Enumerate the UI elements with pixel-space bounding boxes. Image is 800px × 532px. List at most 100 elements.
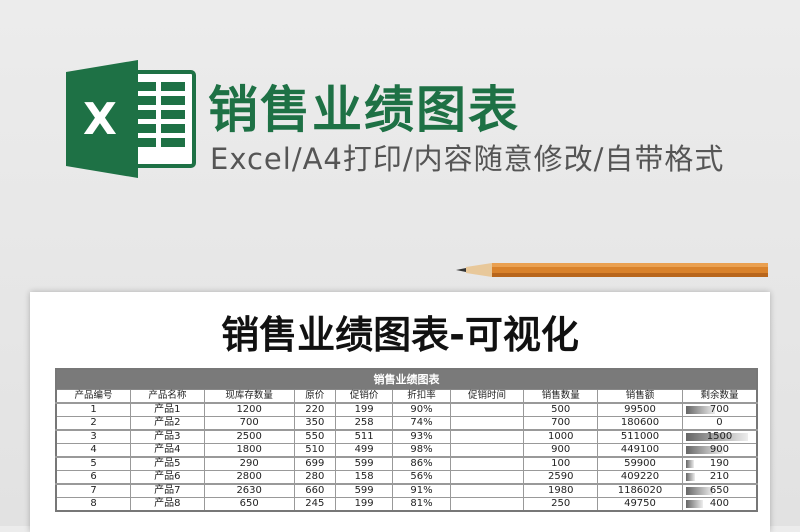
table-cell: 产品5 [130, 455, 205, 471]
table-cell [449, 496, 525, 511]
table-cell: 74% [392, 415, 451, 430]
table-cell: 产品3 [130, 428, 205, 444]
table-cell: 产品2 [130, 415, 205, 430]
table-cell: 3 [55, 428, 132, 444]
table-cell: 产品1 [130, 401, 205, 417]
table-cell: 158 [334, 469, 394, 484]
table-cell: 2500 [203, 428, 295, 444]
svg-text:X: X [83, 94, 117, 145]
table-cell: 99500 [597, 401, 683, 417]
sheet-title: 销售业绩图表-可视化 [221, 313, 579, 357]
table-cell: 245 [293, 496, 336, 511]
header-row: 产品编号 产品名称 现库存数量 原价 促销价 折扣率 促销时间 销售数量 销售额 剩余数量 [55, 388, 758, 403]
page-title: 销售业绩图表 [208, 81, 520, 139]
table-cell [449, 428, 525, 444]
table-cell: 409220 [597, 469, 683, 484]
table-cell: 250 [523, 496, 599, 511]
column-header: 现库存数量 [203, 388, 295, 403]
sales-table: 销售业绩图表 产品编号 产品名称 现库存数量 原价 促销价 折扣率 促销时间 销售数量 销售额剩… [55, 368, 758, 512]
table-cell: 700 [523, 415, 599, 430]
table-cell [449, 469, 525, 484]
table-cell: 59900 [597, 455, 683, 471]
table-row: 3 产品3 2500 550 511 93% 1000 511000 1500 [55, 428, 758, 444]
table-cell: 产品4 [130, 442, 205, 457]
table-cell: 81% [392, 496, 451, 511]
data-bar [685, 432, 749, 441]
table-cell: 2590 [523, 469, 599, 484]
spreadsheet-preview: 销售业绩图表-可视化 销售业绩图表 产品编号 产品名称 现库存数量 原价 促销价 折扣率促… [30, 292, 770, 532]
data-bar [685, 472, 695, 481]
column-header: 销售数量 [523, 388, 599, 403]
column-header: 折扣率 [392, 388, 451, 403]
table-cell: 2630 [203, 482, 295, 498]
table-cell: 258 [334, 415, 394, 430]
table-cell: 6 [55, 469, 132, 484]
table-cell: 93% [392, 428, 451, 444]
table-cell: 500 [523, 401, 599, 417]
table-cell: 49750 [597, 496, 683, 511]
table-cell: 56% [392, 469, 451, 484]
table-cell: 180600 [597, 415, 683, 430]
column-header: 剩余数量 [681, 388, 758, 403]
table-cell: 900 [523, 442, 599, 457]
column-header: 原价 [293, 388, 336, 403]
table-cell [449, 401, 525, 417]
table-cell: 650 [203, 496, 295, 511]
table-cell: 产品6 [130, 469, 205, 484]
remaining-cell: 190 [681, 455, 758, 471]
table-row: 7 产品7 2630 660 599 91% 1980 1186020 650 [55, 482, 758, 498]
table-cell: 511 [334, 428, 394, 444]
table-cell [449, 455, 525, 471]
table-cell: 8 [55, 496, 132, 511]
table-cell: 7 [55, 482, 132, 498]
table-cell: 91% [392, 482, 451, 498]
column-header: 促销时间 [449, 388, 525, 403]
table-cell: 550 [293, 428, 336, 444]
table-row: 4 产品4 1800 510 499 98% 900 449100 900 [55, 442, 758, 457]
table-cell: 2 [55, 415, 132, 430]
table-row: 6 产品6 2800 280 158 56% 2590 409220 210 [55, 469, 758, 484]
data-bar [685, 459, 694, 468]
table-cell: 2800 [203, 469, 295, 484]
table-cell: 350 [293, 415, 336, 430]
table-cell: 511000 [597, 428, 683, 444]
table-cell [449, 415, 525, 430]
remaining-cell: 210 [681, 469, 758, 484]
table-cell: 产品7 [130, 482, 205, 498]
table-cell: 1186020 [597, 482, 683, 498]
remaining-cell: 400 [681, 496, 758, 511]
table-cell [449, 482, 525, 498]
table-cell: 449100 [597, 442, 683, 457]
column-header: 促销价 [334, 388, 394, 403]
table-cell: 1000 [523, 428, 599, 444]
table-cell: 1 [55, 401, 132, 417]
remaining-cell: 1500 [681, 428, 758, 444]
excel-logo-icon: X [66, 60, 196, 178]
table-cell: 510 [293, 442, 336, 457]
table-cell: 4 [55, 442, 132, 457]
table-cell: 280 [293, 469, 336, 484]
table-row: 5 产品5 290 699 599 86% 100 59900 190 [55, 455, 758, 471]
data-bar [685, 486, 713, 495]
table-cell: 86% [392, 455, 451, 471]
table-cell: 1800 [203, 442, 295, 457]
table-cell: 220 [293, 401, 336, 417]
table-row: 2 产品2 700 350 258 74% 700 180600 0 [55, 415, 758, 430]
column-header: 销售额 [597, 388, 683, 403]
data-bar [685, 445, 724, 454]
remaining-cell: 700 [681, 401, 758, 417]
table-cell [449, 442, 525, 457]
data-bar [685, 405, 716, 414]
table-cell: 660 [293, 482, 336, 498]
table-caption: 销售业绩图表 [55, 368, 758, 390]
table-cell: 100 [523, 455, 599, 471]
table-cell: 产品8 [130, 496, 205, 511]
table-cell: 699 [293, 455, 336, 471]
table-cell: 90% [392, 401, 451, 417]
remaining-cell: 0 [681, 415, 758, 430]
table-row: 1 产品1 1200 220 199 90% 500 99500 700 [55, 401, 758, 417]
pencil-icon [456, 263, 768, 277]
table-cell: 1200 [203, 401, 295, 417]
table-cell: 599 [334, 482, 394, 498]
table-cell: 98% [392, 442, 451, 457]
